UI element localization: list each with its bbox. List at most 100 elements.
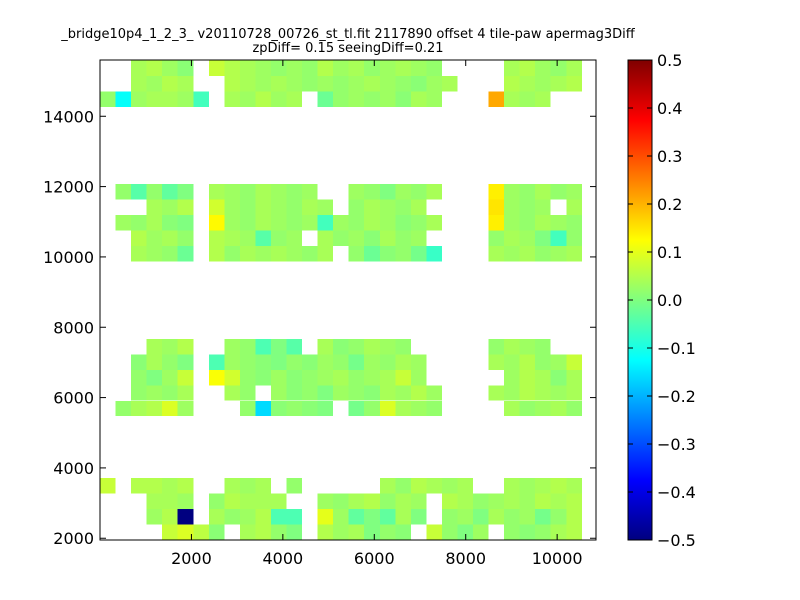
heatmap-cell [519, 338, 536, 355]
heatmap-cell [379, 385, 396, 401]
heatmap-cell [131, 400, 147, 417]
heatmap-cell [410, 369, 427, 386]
heatmap-cell [146, 91, 163, 107]
heatmap-cell [333, 91, 349, 107]
heatmap-cell [348, 354, 365, 370]
heatmap-cell [519, 509, 536, 525]
heatmap-cell [239, 524, 256, 540]
heatmap-cell [364, 199, 380, 216]
heatmap-cell [224, 184, 240, 200]
heatmap-cell [193, 91, 209, 107]
colorbar-tick-label: 0.1 [657, 243, 682, 262]
heatmap-cell [270, 184, 287, 200]
heatmap-cell [488, 184, 505, 200]
heatmap-cell [364, 385, 380, 401]
heatmap-cell [535, 246, 551, 262]
heatmap-cell [255, 493, 271, 510]
heatmap-cell [364, 60, 380, 76]
heatmap-cell [348, 385, 365, 401]
heatmap-cell [457, 493, 474, 510]
heatmap-cell [177, 493, 194, 510]
heatmap-cell [395, 215, 411, 231]
heatmap-cell [410, 478, 427, 494]
heatmap-cell [504, 493, 520, 510]
heatmap-cell [131, 215, 147, 231]
heatmap-cell [224, 369, 240, 386]
heatmap-cell [364, 230, 380, 247]
heatmap-cell [410, 230, 427, 247]
heatmap-cell [333, 493, 349, 510]
heatmap-cell [519, 215, 536, 231]
heatmap-cell [473, 509, 489, 525]
heatmap-cell [504, 509, 520, 525]
heatmap-cell [270, 199, 287, 216]
heatmap-cell [270, 246, 287, 262]
heatmap-cell [208, 199, 225, 216]
heatmap-cell [162, 215, 178, 231]
heatmap-cell [239, 509, 256, 525]
heatmap-cell [550, 493, 567, 510]
heatmap-cell [177, 60, 194, 76]
heatmap-cell [535, 75, 551, 92]
x-axis: 2000 4000 6000 8000 10000 [171, 60, 583, 568]
heatmap-cell [286, 524, 303, 540]
heatmap-cell [224, 509, 240, 525]
heatmap-cell [239, 385, 256, 401]
heatmap-cell [426, 400, 442, 417]
heatmap-cell [146, 215, 163, 231]
heatmap-cell [535, 60, 551, 76]
heatmap-cell [348, 184, 365, 200]
heatmap-cell [566, 400, 582, 417]
heatmap-cell [395, 385, 411, 401]
heatmap-cell [270, 493, 287, 510]
heatmap-cell [270, 60, 287, 76]
heatmap-cell [550, 524, 567, 540]
heatmap-cell [162, 60, 178, 76]
heatmap-cell [177, 524, 194, 540]
heatmap-cell [239, 338, 256, 355]
heatmap-cell [146, 509, 163, 525]
heatmap-cell [566, 75, 582, 92]
heatmap-cell [566, 230, 582, 247]
heatmap-cell [131, 369, 147, 386]
heatmap-cell [504, 91, 520, 107]
colorbar-ticks: 0.5 0.4 0.3 0.2 0.1 0.0 −0.1 −0.2 −0.3 −0.4 −0.5 [628, 51, 696, 550]
heatmap-cell [504, 75, 520, 92]
heatmap-cell [535, 369, 551, 386]
heatmap-cell [364, 369, 380, 386]
heatmap-cell [550, 478, 567, 494]
heatmap-cell [364, 354, 380, 370]
heatmap-cell [255, 338, 271, 355]
heatmap-cell [100, 91, 116, 107]
colorbar-tick-label: 0.5 [657, 51, 682, 70]
heatmap-cell [146, 493, 163, 510]
heatmap-cell [302, 369, 318, 386]
heatmap-cell [317, 91, 334, 107]
heatmap-cell [535, 215, 551, 231]
heatmap-cell [317, 60, 334, 76]
heatmap-cell [162, 478, 178, 494]
heatmap-cell [208, 215, 225, 231]
heatmap-cell [224, 478, 240, 494]
heatmap-cell [286, 478, 303, 494]
heatmap-cell [488, 230, 505, 247]
heatmap-cell [286, 184, 303, 200]
heatmap-cell [519, 400, 536, 417]
y-tick-label: 4000 [53, 459, 94, 478]
colorbar-tick-label: 0.2 [657, 195, 682, 214]
heatmap-cell [255, 60, 271, 76]
heatmap-cell [550, 75, 567, 92]
heatmap-cell [146, 60, 163, 76]
heatmap-cell [379, 400, 396, 417]
heatmap-cell [131, 230, 147, 247]
heatmap-cell [426, 60, 442, 76]
heatmap-cell [410, 75, 427, 92]
heatmap-cell [379, 184, 396, 200]
heatmap-cell [504, 400, 520, 417]
heatmap-cell [177, 509, 194, 525]
heatmap-cell [302, 215, 318, 231]
heatmap-cell [162, 75, 178, 92]
colorbar-tick-label: −0.3 [657, 435, 696, 454]
heatmap-cell [410, 184, 427, 200]
y-tick-label: 12000 [43, 178, 94, 197]
